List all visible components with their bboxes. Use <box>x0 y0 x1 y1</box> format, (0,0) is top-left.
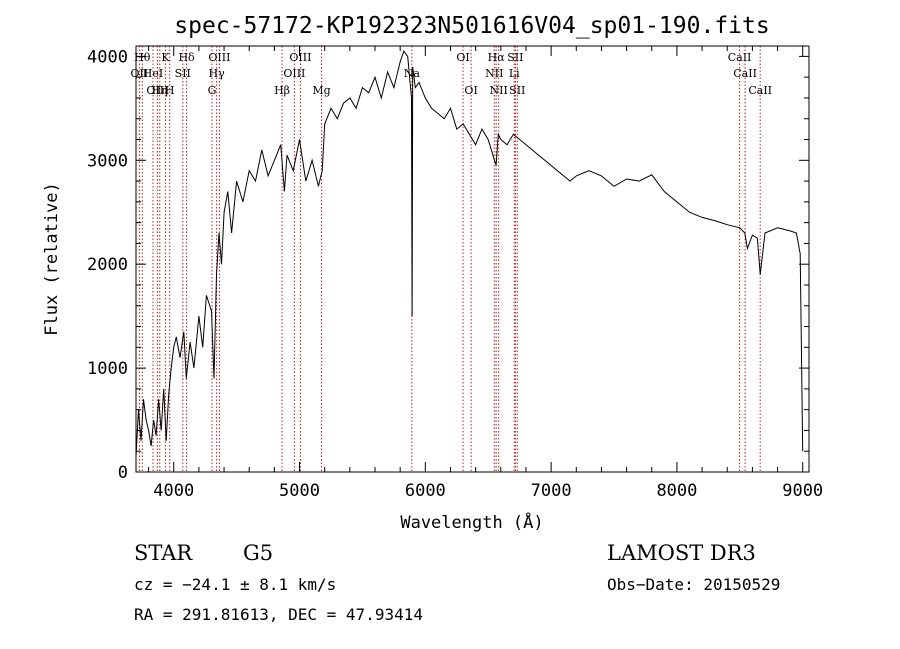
survey-name: LAMOST DR3 <box>607 541 756 565</box>
line-marker-label: K <box>161 51 170 64</box>
x-axis-ticks: 4000 5000 6000 7000 8000 9000 <box>148 46 823 501</box>
line-marker-label: HeI <box>143 67 163 80</box>
line-marker-label: NII <box>490 84 508 97</box>
y-tick-label: 2000 <box>87 255 128 275</box>
line-marker-label: CaII <box>728 51 752 64</box>
y-tick-label: 1000 <box>87 359 128 379</box>
line-marker-label: Hδ <box>178 51 195 64</box>
redshift-text: cz = −24.1 ± 8.1 km/s <box>134 575 336 594</box>
x-tick-label: 6000 <box>405 481 446 501</box>
object-subclass: G5 <box>243 541 273 565</box>
x-tick-label: 8000 <box>656 481 697 501</box>
x-tick-label: 7000 <box>531 481 572 501</box>
line-marker-label: SII <box>175 67 191 80</box>
line-marker-label: Hη <box>152 84 168 97</box>
x-tick-label: 9000 <box>782 481 823 501</box>
line-marker-label: OIII <box>146 84 168 97</box>
spectrum-line <box>135 50 804 457</box>
object-class: STAR <box>134 541 193 565</box>
line-marker-label: Li <box>509 67 520 80</box>
plot-frame <box>135 45 810 473</box>
line-marker-label: OI <box>464 84 477 97</box>
line-marker-labels: OIIHθHeIOIIIHηKHSIIHδGHγOIIIHβOIIIOIIIMg… <box>131 51 772 97</box>
y-tick-label: 0 <box>118 463 128 483</box>
x-tick-label: 5000 <box>279 481 320 501</box>
line-marker-label: CaII <box>748 84 772 97</box>
coordinates-text: RA = 291.81613, DEC = 47.93414 <box>134 605 423 624</box>
y-axis-label: Flux (relative) <box>42 182 62 336</box>
x-tick-label: 4000 <box>153 481 194 501</box>
y-tick-label: 4000 <box>87 47 128 67</box>
line-marker-label: SII <box>507 51 523 64</box>
line-marker-label: H <box>165 84 175 97</box>
line-marker-label: G <box>208 84 217 97</box>
line-marker-label: Hβ <box>274 84 290 97</box>
line-marker-label: Hα <box>488 51 506 64</box>
y-tick-label: 3000 <box>87 151 128 171</box>
x-axis-label: Wavelength (Å) <box>400 511 543 533</box>
line-marker-label: OI <box>456 51 469 64</box>
line-marker-label: SII <box>509 84 525 97</box>
line-marker-label: Na <box>404 67 421 80</box>
line-marker-label: OIII <box>283 67 305 80</box>
line-marker-label: OIII <box>208 51 230 64</box>
line-marker-label: Hθ <box>134 51 151 64</box>
obs-date-text: Obs−Date: 20150529 <box>607 575 780 594</box>
line-marker-label: CaII <box>733 67 757 80</box>
line-marker-label: OIII <box>289 51 311 64</box>
line-marker-label: NII <box>485 67 503 80</box>
line-marker-label: OII <box>131 67 149 80</box>
chart-title: spec-57172-KP192323N501616V04_sp01-190.f… <box>174 13 769 39</box>
line-marker-label: Hγ <box>209 67 226 80</box>
y-axis-ticks: 0 1000 2000 3000 4000 <box>87 47 809 483</box>
line-marker-label: Mg <box>312 84 330 97</box>
